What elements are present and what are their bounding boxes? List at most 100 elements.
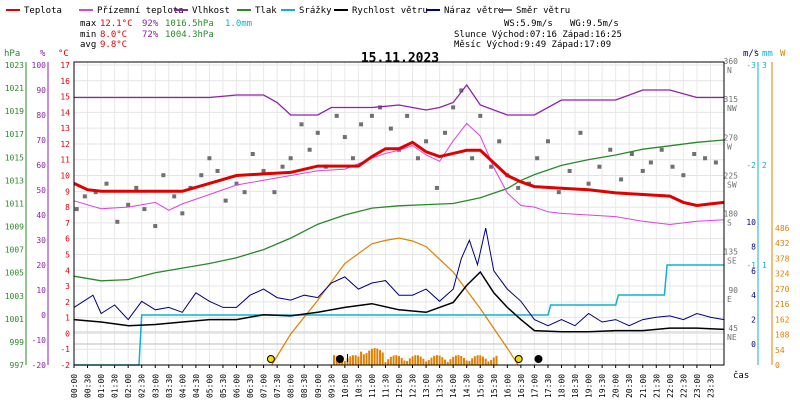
humidity-tick-label: 60 (36, 161, 46, 170)
wind-direction-point (459, 88, 464, 93)
humidity-tick-label: 90 (36, 86, 46, 95)
direction-tick-label: 135 (724, 248, 739, 257)
info-ws: WS:5.9m/s (504, 19, 553, 29)
time-tick-label: 00:00 (70, 374, 79, 398)
wind-tick-label: 4 (751, 291, 756, 300)
wind-direction-point (713, 160, 718, 165)
temperature-tick-label: 5 (65, 250, 70, 259)
time-tick-label: 02:30 (138, 374, 147, 398)
sunrise-marker (266, 355, 275, 363)
wind-direction-point (172, 194, 177, 199)
wind-direction-point (315, 130, 320, 135)
solar-tick-label: 54 (775, 346, 785, 355)
wind-direction-point (307, 147, 312, 152)
direction-tick-label: 45 (728, 324, 738, 333)
stat-max-hum: 92% (142, 19, 159, 29)
time-tick-label: 01:00 (97, 374, 106, 398)
time-axis-label: čas (733, 370, 749, 381)
wind-direction-point (180, 211, 185, 216)
direction-tick-label: 180 (724, 210, 739, 219)
info-sun: Slunce Východ:07:16 Západ:16:25 (454, 30, 622, 40)
temperature-tick-label: 9 (65, 187, 70, 196)
temperature-tick-label: 16 (60, 77, 70, 86)
time-tick-label: 00:30 (84, 374, 93, 398)
temperature-tick-label: -2 (60, 361, 70, 370)
legend-label: Směr větru (516, 6, 570, 16)
temperature-tick-label: 1 (65, 314, 70, 323)
legend-label: Náraz větru (444, 6, 504, 16)
wind-direction-point (272, 190, 277, 195)
wind-direction-point (648, 160, 653, 165)
rain-tick-label: 2 (762, 161, 767, 170)
stat-avg-temp: 9.8°C (100, 40, 127, 50)
wind-unit: m/s (743, 49, 759, 59)
time-tick-label: 03:30 (165, 374, 174, 398)
stat-min-label: min (80, 30, 96, 40)
series-wind-speed-line (73, 270, 725, 333)
wind-direction-point (703, 156, 708, 161)
direction-compass-label: SW (727, 180, 737, 189)
humidity-tick-label: 20 (36, 261, 46, 270)
time-tick-label: 20:30 (625, 374, 634, 398)
time-tick-label: 23:30 (706, 374, 715, 398)
wind-tick-label: 6 (751, 267, 756, 276)
time-tick-label: 07:30 (273, 374, 282, 398)
wind-direction-point (578, 130, 583, 135)
wind-direction-point (161, 173, 166, 178)
wind-direction-point (556, 190, 561, 195)
legend-label: Rychlost větru (352, 6, 428, 16)
time-tick-label: 13:30 (436, 374, 445, 398)
rain-tick-label: 3 (762, 61, 767, 70)
direction-compass-label: S (727, 219, 732, 228)
temperature-tick-label: -1 (60, 345, 70, 354)
wind-direction-point (567, 168, 572, 173)
wind-direction-point (424, 139, 429, 144)
humidity-tick-label: 40 (36, 211, 46, 220)
stat-max-label: max (80, 19, 97, 29)
time-tick-label: 14:00 (449, 374, 458, 398)
direction-compass-label: NE (727, 333, 737, 342)
temperature-tick-label: 10 (60, 172, 70, 181)
wind-direction-point (261, 168, 266, 173)
time-tick-label: 07:00 (260, 374, 269, 398)
time-tick-label: 18:30 (571, 374, 580, 398)
wind-direction-point (215, 168, 220, 173)
pressure-tick-label: 1021 (5, 84, 24, 93)
time-tick-label: 13:00 (422, 374, 431, 398)
time-tick-label: 17:30 (544, 374, 553, 398)
time-tick-label: 08:30 (300, 374, 309, 398)
direction-tick-label: 225 (724, 171, 739, 180)
time-tick-label: 03:00 (151, 374, 160, 398)
time-tick-label: 14:30 (463, 374, 472, 398)
wind-direction-point (369, 113, 374, 118)
time-tick-label: 17:00 (530, 374, 539, 398)
time-tick-label: 15:00 (476, 374, 485, 398)
chart-title: 15.11.2023 (361, 51, 439, 66)
rain-tick-label-left: -3 (746, 61, 756, 70)
direction-compass-label: N (727, 66, 732, 75)
pressure-tick-label: 1001 (5, 315, 24, 324)
time-tick-label: 09:30 (327, 374, 336, 398)
wind-direction-point (434, 185, 439, 190)
temperature-tick-label: 0 (65, 329, 70, 338)
temperature-tick-label: 7 (65, 219, 70, 228)
wind-direction-point (405, 113, 410, 118)
wind-direction-point (234, 181, 239, 186)
stat-max-rain: 1.0mm (225, 19, 252, 29)
wind-direction-point (388, 126, 393, 131)
temperature-tick-label: 8 (65, 203, 70, 212)
direction-compass-label: E (727, 295, 732, 304)
series-rain-line (74, 264, 724, 366)
wind-direction-point (478, 113, 483, 118)
solar-tick-label: 162 (775, 315, 790, 324)
legend-label: Vlhkost (192, 6, 230, 16)
wind-direction-point (659, 147, 664, 152)
wind-direction-point (82, 194, 87, 199)
time-tick-label: 11:00 (368, 374, 377, 398)
rain-tick-label-left: -1 (746, 261, 756, 270)
pressure-tick-label: 1023 (5, 61, 24, 70)
info-moon: Měsíc Východ:9:49 Západ:17:09 (454, 40, 611, 50)
series-ground-temp-line (73, 122, 725, 226)
solar-tick-label: 486 (775, 224, 790, 233)
pressure-tick-label: 1003 (5, 292, 24, 301)
